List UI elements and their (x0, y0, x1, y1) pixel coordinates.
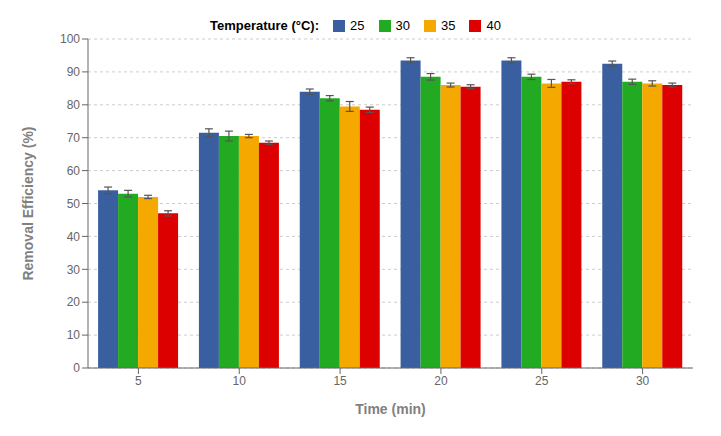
svg-text:20: 20 (67, 295, 81, 309)
svg-text:0: 0 (73, 361, 80, 375)
svg-text:10: 10 (233, 374, 247, 388)
html-text:35: 35 (441, 18, 456, 33)
svg-text:30: 30 (636, 374, 650, 388)
html-text:25: 25 (350, 18, 365, 33)
svg-text:Time (min): Time (min) (355, 401, 426, 417)
svg-text:10: 10 (67, 328, 81, 342)
svg-text:15: 15 (333, 374, 347, 388)
svg-text:60: 60 (67, 164, 81, 178)
svg-text:80: 80 (67, 98, 81, 112)
svg-text:20: 20 (434, 374, 448, 388)
svg-text:90: 90 (67, 65, 81, 79)
svg-text:70: 70 (67, 131, 81, 145)
svg-text:100: 100 (60, 32, 80, 46)
html-text:30: 30 (395, 18, 410, 33)
svg-text:25: 25 (535, 374, 549, 388)
svg-text:40: 40 (67, 230, 81, 244)
svg-text:5: 5 (135, 374, 142, 388)
svg-text:50: 50 (67, 197, 81, 211)
svg-text:30: 30 (67, 263, 81, 277)
svg-text:Removal Efficiency (%): Removal Efficiency (%) (20, 126, 36, 280)
html-text:40: 40 (486, 18, 501, 33)
html-text:Temperature (°C):: Temperature (°C): (210, 18, 319, 33)
